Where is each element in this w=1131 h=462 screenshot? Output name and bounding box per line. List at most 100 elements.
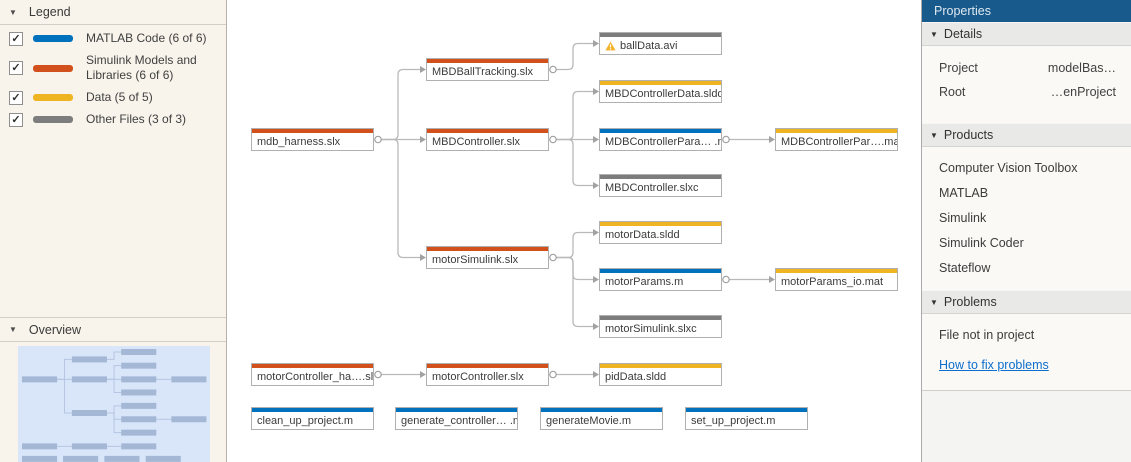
graph-node-label: pidData.sldd bbox=[605, 370, 667, 383]
legend-checkbox[interactable]: ✓ bbox=[9, 61, 23, 75]
graph-node-generateMovie[interactable]: generateMovie.m bbox=[540, 407, 663, 430]
graph-node-label: mdb_harness.slx bbox=[257, 135, 341, 148]
minimap-node bbox=[121, 376, 157, 383]
collapse-triangle-icon: ▼ bbox=[9, 7, 17, 17]
arrowhead-icon bbox=[593, 88, 599, 95]
arrowhead-icon bbox=[593, 40, 599, 47]
properties-header: Properties bbox=[922, 0, 1131, 22]
left-panel-spacer bbox=[0, 134, 226, 317]
graph-node-MDBControllerParams_m[interactable]: MDBControllerPara… .m bbox=[599, 128, 722, 151]
detail-label: Root bbox=[939, 85, 966, 99]
dependency-wire bbox=[381, 68, 421, 141]
graph-node-motorData[interactable]: motorData.sldd bbox=[599, 221, 722, 244]
graph-node-MDBControllerParams_mat[interactable]: MDBControllerPar….mat bbox=[775, 128, 898, 151]
arrowhead-icon bbox=[420, 254, 426, 261]
minimap-node bbox=[171, 416, 207, 423]
legend-title: Legend bbox=[28, 5, 71, 19]
graph-node-MBDController_slxc[interactable]: MBDController.slxc bbox=[599, 174, 722, 197]
graph-node-motorParams_m[interactable]: motorParams.m bbox=[599, 268, 722, 291]
overview-header[interactable]: ▼ Overview bbox=[0, 317, 226, 342]
legend-checkbox[interactable]: ✓ bbox=[9, 90, 23, 105]
graph-node-label: set_up_project.m bbox=[691, 414, 776, 427]
minimap-node bbox=[104, 455, 140, 462]
product-item: Stateflow bbox=[939, 260, 991, 275]
legend-item: ✓ Other Files (3 of 3) bbox=[9, 112, 220, 127]
details-row: Root …enProject bbox=[939, 85, 1116, 99]
details-title: Details bbox=[943, 27, 983, 41]
graph-node-label: MDBControllerPar….mat bbox=[781, 135, 898, 148]
legend-item: ✓ MATLAB Code (6 of 6) bbox=[9, 31, 220, 46]
output-port-icon bbox=[722, 135, 730, 144]
details-section-header[interactable]: ▼ Details bbox=[922, 22, 1131, 46]
minimap-wire bbox=[106, 405, 122, 414]
output-port-icon bbox=[549, 253, 557, 262]
graph-node-label: clean_up_project.m bbox=[257, 414, 354, 427]
minimap-node bbox=[121, 349, 157, 355]
product-item: Simulink bbox=[939, 210, 987, 225]
minimap-node bbox=[22, 443, 58, 450]
minimap-node bbox=[22, 455, 58, 462]
minimap-node bbox=[121, 402, 157, 409]
output-port-icon bbox=[374, 135, 382, 144]
graph-node-MBDControllerData[interactable]: MBDControllerData.sldd bbox=[599, 80, 722, 103]
arrowhead-icon bbox=[593, 182, 599, 189]
graph-node-label: ballData.avi bbox=[620, 39, 678, 52]
minimap-node bbox=[63, 455, 99, 462]
graph-node-motorSimulink[interactable]: motorSimulink.slx bbox=[426, 246, 549, 269]
minimap-wrap bbox=[0, 342, 226, 462]
fix-problems-link[interactable]: How to fix problems bbox=[939, 358, 1049, 372]
legend-checkbox[interactable]: ✓ bbox=[9, 112, 23, 127]
legend-checkbox[interactable]: ✓ bbox=[9, 31, 23, 46]
problems-section-header[interactable]: ▼ Problems bbox=[922, 290, 1131, 314]
graph-node-label: MBDController.slxc bbox=[605, 181, 699, 194]
graph-node-label: MBDController.slx bbox=[432, 135, 521, 148]
graph-node-ballData[interactable]: ballData.avi bbox=[599, 32, 722, 55]
graph-canvas[interactable]: mdb_harness.slx MBDBallTracking.slx MBDCon… bbox=[227, 0, 921, 462]
graph-node-motorSimulink_slxc[interactable]: motorSimulink.slxc bbox=[599, 315, 722, 338]
dependency-wire bbox=[381, 138, 421, 259]
graph-node-label: motorSimulink.slx bbox=[432, 253, 519, 266]
graph-node-set_up_project[interactable]: set_up_project.m bbox=[685, 407, 808, 430]
dependency-wire bbox=[556, 42, 594, 71]
dependency-wire bbox=[556, 90, 594, 141]
minimap-wire bbox=[106, 351, 122, 360]
products-list: Computer Vision Toolbox MATLAB Simulink Sim… bbox=[922, 147, 1131, 290]
graph-node-clean_up_project[interactable]: clean_up_project.m bbox=[251, 407, 374, 430]
dependency-wire bbox=[556, 256, 594, 281]
graph-node-generate_controller[interactable]: generate_controller… .m bbox=[395, 407, 518, 430]
minimap-wire bbox=[106, 378, 122, 393]
overview-minimap[interactable] bbox=[18, 346, 210, 462]
legend-item-label: Simulink Models and Libraries (6 of 6) bbox=[86, 53, 197, 82]
graph-node-pidData[interactable]: pidData.sldd bbox=[599, 363, 722, 386]
graph-node-MBDBallTracking[interactable]: MBDBallTracking.slx bbox=[426, 58, 549, 81]
products-section-header[interactable]: ▼ Products bbox=[922, 123, 1131, 147]
graph-node-label: MBDControllerData.sldd bbox=[605, 87, 722, 100]
left-panel: ▼ Legend ✓ MATLAB Code (6 of 6) ✓ Simulink … bbox=[0, 0, 227, 462]
output-port-icon bbox=[374, 370, 382, 379]
graph-node-label: motorParams_io.mat bbox=[781, 275, 884, 288]
legend-swatch bbox=[33, 64, 73, 72]
output-port-icon bbox=[549, 65, 557, 74]
section-collapse-icon: ▼ bbox=[930, 29, 938, 39]
graph-node-motorController_harness[interactable]: motorController_ha….slx bbox=[251, 363, 374, 386]
minimap-node bbox=[145, 455, 181, 462]
detail-label: Project bbox=[939, 61, 978, 75]
graph-node-MBDController[interactable]: MBDController.slx bbox=[426, 128, 549, 151]
output-port-icon bbox=[722, 275, 730, 284]
minimap-wire bbox=[57, 378, 72, 414]
legend-item-label: MATLAB Code (6 of 6) bbox=[86, 31, 207, 45]
graph-node-label: motorController_ha….slx bbox=[257, 370, 374, 383]
arrowhead-icon bbox=[769, 276, 775, 283]
minimap-svg bbox=[22, 349, 207, 462]
legend-swatch bbox=[33, 35, 73, 42]
legend-header[interactable]: ▼ Legend bbox=[0, 0, 226, 25]
legend-swatch bbox=[33, 116, 73, 123]
minimap-wire bbox=[106, 365, 122, 380]
legend-swatch bbox=[33, 94, 73, 101]
graph-node-motorController[interactable]: motorController.slx bbox=[426, 363, 549, 386]
graph-node-mdb_harness[interactable]: mdb_harness.slx bbox=[251, 128, 374, 151]
legend-item: ✓ Data (5 of 5) bbox=[9, 90, 220, 105]
dependency-wire bbox=[556, 231, 594, 259]
graph-node-motorParams_io[interactable]: motorParams_io.mat bbox=[775, 268, 898, 291]
product-item: MATLAB bbox=[939, 185, 989, 200]
